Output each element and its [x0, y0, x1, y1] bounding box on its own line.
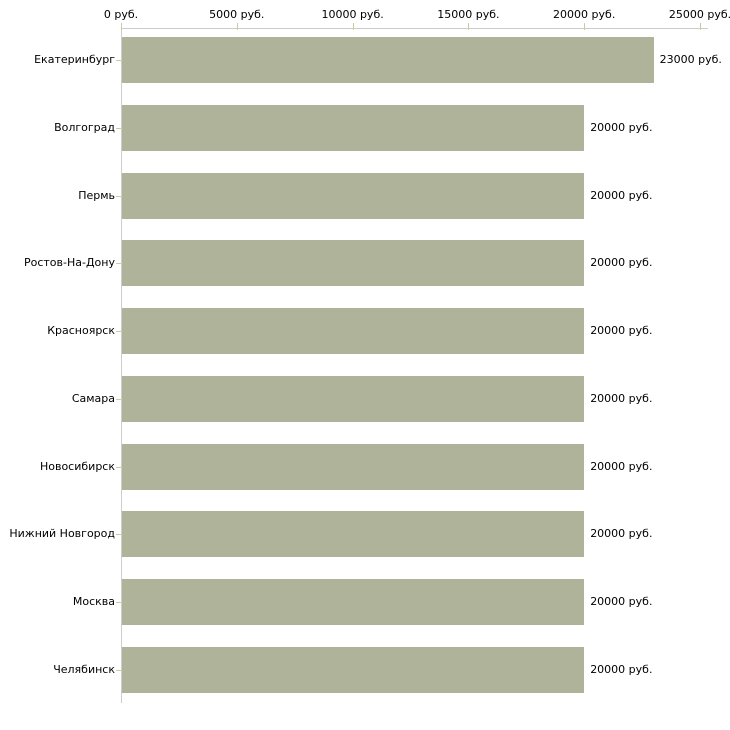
y-tick-mark [116, 399, 121, 400]
bar-value-label: 20000 руб. [590, 324, 653, 338]
x-tick-mark [584, 23, 586, 30]
bar-value-label: 23000 руб. [659, 53, 722, 67]
x-tick-mark [236, 23, 238, 30]
x-tick-label: 5000 руб. [209, 8, 265, 21]
y-category-label: Ростов-На-Дону [23, 256, 115, 270]
x-tick-mark [121, 23, 122, 30]
y-tick-mark [116, 602, 121, 603]
bar [122, 443, 585, 490]
y-tick-mark [116, 60, 121, 61]
bar-value-label: 20000 руб. [590, 391, 653, 405]
bar [122, 511, 585, 558]
bar [122, 240, 585, 287]
x-tick-mark [700, 23, 701, 30]
y-category-label: Красноярск [47, 324, 115, 338]
y-category-label: Самара [71, 391, 115, 405]
bar [122, 375, 585, 422]
y-category-label: Нижний Новгород [9, 527, 115, 541]
y-category-label: Новосибирск [39, 459, 115, 473]
x-tick-label: 20000 руб. [553, 8, 616, 21]
bar [122, 172, 585, 219]
y-tick-mark [116, 467, 121, 468]
y-category-label: Волгоград [54, 121, 115, 135]
bar [122, 105, 585, 152]
y-category-label: Екатеринбург [34, 53, 115, 67]
y-tick-mark [116, 196, 121, 197]
y-axis-line [121, 28, 122, 703]
x-tick-label: 10000 руб. [321, 8, 384, 21]
y-tick-mark [116, 128, 121, 129]
x-tick-mark [352, 23, 354, 30]
bar-value-label: 20000 руб. [590, 662, 653, 676]
bar [122, 646, 585, 693]
bar-value-label: 20000 руб. [590, 527, 653, 541]
bar [122, 37, 654, 84]
y-category-label: Пермь [78, 188, 115, 202]
x-tick-label: 15000 руб. [437, 8, 500, 21]
bar [122, 308, 585, 355]
bar-value-label: 20000 руб. [590, 594, 653, 608]
y-tick-mark [116, 263, 121, 264]
bar-value-label: 20000 руб. [590, 459, 653, 473]
bar-value-label: 20000 руб. [590, 121, 653, 135]
bar [122, 578, 585, 625]
y-tick-mark [116, 670, 121, 671]
y-tick-mark [116, 534, 121, 535]
x-tick-label: 25000 руб. [668, 8, 730, 21]
x-tick-label: 0 руб. [103, 8, 139, 21]
y-tick-mark [116, 331, 121, 332]
x-tick-mark [468, 23, 470, 30]
bar-value-label: 20000 руб. [590, 188, 653, 202]
x-axis-line [121, 28, 708, 29]
y-category-label: Челябинск [53, 662, 115, 676]
bar-value-label: 20000 руб. [590, 256, 653, 270]
y-category-label: Москва [72, 594, 115, 608]
